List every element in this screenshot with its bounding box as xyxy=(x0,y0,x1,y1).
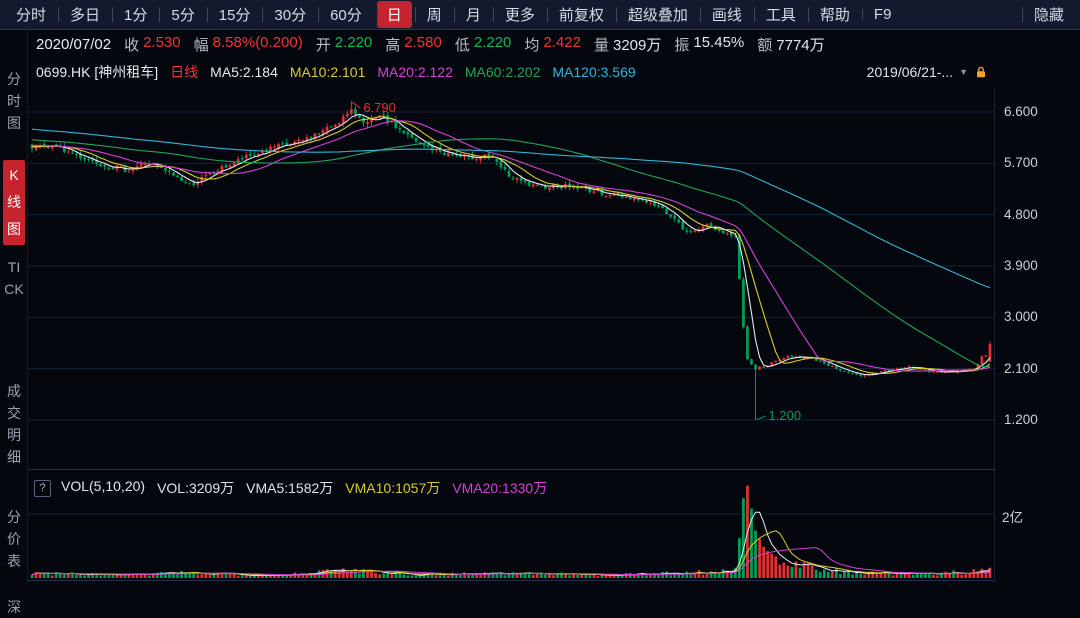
info-field-value: 2.580 xyxy=(404,34,442,51)
sidebar-item-0[interactable]: 分时图 xyxy=(7,71,21,131)
toolbar-item-6[interactable]: 60分 xyxy=(318,1,374,28)
toolbar-item-4[interactable]: 15分 xyxy=(206,1,263,28)
toolbar-item-0[interactable]: 分时 xyxy=(16,7,47,24)
info-field-value: 8.58%(0.200) xyxy=(212,34,303,51)
info-field: 开 2.220 xyxy=(316,34,373,55)
vol-legend-item: VOL(5,10,20) xyxy=(61,478,146,494)
toolbar-item-1[interactable]: 多日 xyxy=(58,1,112,28)
info-field-label: 均 xyxy=(524,37,540,54)
info-bar: 2020/07/02 收 2.530 幅 8.58%(0.200) 开 2.220 高 2.5… xyxy=(28,31,1080,58)
sidebar: 分时图 K线图 TICK 成交明细分价表深 xyxy=(0,30,28,615)
y-axis-label: 5.700 xyxy=(1004,155,1038,171)
y-axis-label: 6.600 xyxy=(1004,104,1038,119)
toolbar-item-13[interactable]: 画线 xyxy=(699,1,754,28)
info-field: 均 2.422 xyxy=(524,34,581,55)
sidebar-item-2[interactable]: TICK xyxy=(4,259,24,297)
ma-legend-item: MA10:2.101 xyxy=(289,63,366,80)
vol-legend-item: VOL:3209万 xyxy=(157,480,235,496)
info-field: 量 3209万 xyxy=(594,34,661,55)
toolbar-item-10[interactable]: 更多 xyxy=(492,1,547,28)
sidebar-item-3[interactable]: 成交明细 xyxy=(7,383,21,465)
toolbar-item-15[interactable]: 帮助 xyxy=(807,1,862,28)
info-field-label: 收 xyxy=(124,37,140,54)
toolbar-item-14[interactable]: 工具 xyxy=(753,1,808,28)
chevron-down-icon[interactable]: ▼ xyxy=(959,66,968,77)
toolbar: 分时 多日 1分 5分 15分 30分 60分日周月更多 前复权 超级叠加 画线 工具 帮助 F9 隐藏 xyxy=(0,0,1080,30)
info-field-label: 振 xyxy=(674,37,690,54)
date-range-selector[interactable]: 2019/06/21-... xyxy=(866,63,954,80)
high-annotation: 6.790 xyxy=(363,100,396,115)
date-label: 2020/07/02 xyxy=(36,36,112,53)
toolbar-item-5[interactable]: 30分 xyxy=(262,1,318,28)
info-field-value: 2.220 xyxy=(334,34,373,51)
ma-legend-item: MA5:2.184 xyxy=(210,63,278,80)
info-fields: 收 2.530 幅 8.58%(0.200) 开 2.220 高 2.580 低 2.220 均 2.… xyxy=(124,34,825,55)
ma-legend: MA5:2.184 MA10:2.101 MA20:2.122 MA60:2.202 M… xyxy=(210,64,636,80)
vol-legend: ? VOL(5,10,20) VOL:3209万 VMA5:1582万 VMA10:1… xyxy=(34,478,547,498)
toolbar-item-12[interactable]: 超级叠加 xyxy=(615,1,700,28)
toolbar-item-3[interactable]: 5分 xyxy=(159,1,206,28)
info-field: 收 2.530 xyxy=(124,34,181,55)
sidebar-item-1[interactable]: K线图 xyxy=(3,160,25,245)
ma-bar: 0699.HK [神州租车] 日线 MA5:2.184 MA10:2.101 MA2… xyxy=(28,58,1080,85)
toolbar-item-16[interactable]: F9 xyxy=(861,3,904,26)
info-field-label: 低 xyxy=(454,37,470,54)
info-field-label: 量 xyxy=(593,37,609,54)
vol-legend-items: VOL(5,10,20) VOL:3209万 VMA5:1582万 VMA10:105… xyxy=(61,478,547,498)
help-icon[interactable]: ? xyxy=(34,479,51,497)
low-annotation: 1.200 xyxy=(769,408,802,423)
vol-legend-item: VMA5:1582万 xyxy=(246,480,334,496)
info-field: 幅 8.58%(0.200) xyxy=(194,34,303,55)
lock-icon[interactable] xyxy=(974,65,988,79)
toolbar-item-8[interactable]: 周 xyxy=(414,1,454,28)
y-axis-label: 1.200 xyxy=(1004,411,1038,427)
sidebar-item-4[interactable]: 分价表 xyxy=(7,509,21,569)
sidebar-item-5[interactable]: 深 xyxy=(7,599,21,615)
info-field-value: 15.45% xyxy=(693,34,745,51)
info-field-label: 开 xyxy=(315,37,331,54)
info-field: 低 2.220 xyxy=(455,34,512,55)
info-field: 振 15.45% xyxy=(674,34,744,55)
info-field: 高 2.580 xyxy=(385,34,442,55)
info-field-label: 高 xyxy=(385,37,401,54)
info-field-label: 幅 xyxy=(193,37,209,54)
info-field-value: 2.422 xyxy=(543,34,581,51)
symbol-label: 0699.HK [神州租车] xyxy=(36,63,159,80)
info-field-value: 3209万 xyxy=(612,37,662,54)
info-field-value: 2.530 xyxy=(143,34,181,51)
y-axis-label: 3.000 xyxy=(1004,309,1038,325)
period-label: 日线 xyxy=(170,63,199,80)
toolbar-item-9[interactable]: 月 xyxy=(453,1,493,28)
y-axis-label: 4.800 xyxy=(1004,206,1038,222)
kline-chart[interactable]: 6.790 1.200 xyxy=(28,86,1000,585)
toolbar-item-2[interactable]: 1分 xyxy=(112,1,159,28)
vol-legend-item: VMA10:1057万 xyxy=(345,480,441,496)
info-field-value: 7774万 xyxy=(776,37,825,54)
toolbar-item-17[interactable]: 隐藏 xyxy=(1021,1,1076,28)
vol-legend-item: VMA20:1330万 xyxy=(452,480,548,496)
info-field-value: 2.220 xyxy=(473,34,512,51)
info-field: 额 7774万 xyxy=(757,34,824,55)
ma-legend-item: MA120:3.569 xyxy=(552,63,636,80)
range-selector-group: 2019/06/21-... ▼ xyxy=(867,64,988,80)
y-axis-label: 2.100 xyxy=(1004,360,1038,376)
volume-axis-label: 2亿 xyxy=(1002,510,1024,525)
info-field-label: 额 xyxy=(757,37,773,54)
toolbar-item-11[interactable]: 前复权 xyxy=(546,1,616,28)
y-axis-label: 3.900 xyxy=(1004,257,1038,273)
toolbar-item-7[interactable]: 日 xyxy=(376,1,412,28)
ma-legend-item: MA20:2.122 xyxy=(377,63,453,80)
ma-legend-item: MA60:2.202 xyxy=(464,63,541,80)
